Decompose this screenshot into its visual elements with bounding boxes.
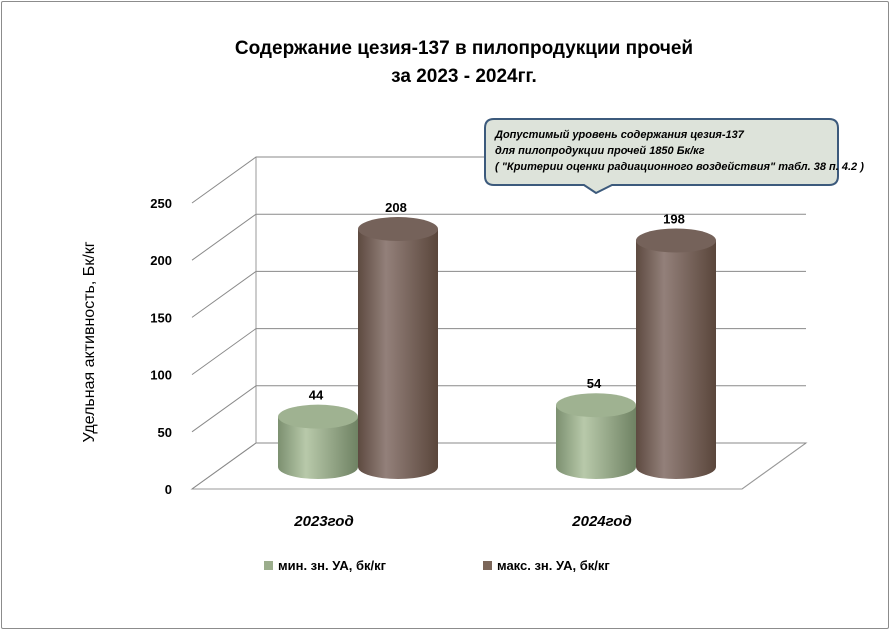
callout-line-1: Допустимый уровень содержания цезия-137 <box>494 129 745 141</box>
category-label: 2023год <box>293 513 353 530</box>
callout-line-2: для пилопродукции прочей 1850 Бк/кг <box>495 145 705 157</box>
y-tick-label: 50 <box>158 425 172 440</box>
bar-cylinder <box>278 404 358 479</box>
y-tick-label: 200 <box>150 253 172 268</box>
chart-title-line-1: Содержание цезия-137 в пилопродукции про… <box>235 38 693 59</box>
y-axis-ticks: 0 50 100 150 200 250 <box>150 196 172 497</box>
data-labels: 44 208 54 198 <box>309 200 685 403</box>
y-axis-label: Удельная активность, Бк/кг <box>81 241 98 442</box>
bars <box>278 217 716 479</box>
floor-right-edge <box>741 442 807 490</box>
bar-top <box>358 217 438 242</box>
bar-cylinder <box>556 393 636 479</box>
bar-top <box>556 393 636 418</box>
y-tick-label: 0 <box>165 482 172 497</box>
data-label: 198 <box>663 211 685 226</box>
gridline <box>191 328 806 376</box>
legend: мин. зн. УА, бк/кг макс. зн. УА, бк/кг <box>264 558 610 573</box>
bar-top <box>278 404 358 429</box>
y-tick-label: 100 <box>150 368 172 383</box>
data-label: 54 <box>587 376 602 391</box>
x-axis-categories: 2023год 2024год <box>293 513 631 530</box>
callout-line-3: ( "Критерии оценки радиационного воздейс… <box>495 161 864 173</box>
gridline <box>191 385 806 433</box>
bar-top <box>636 228 716 253</box>
data-label: 208 <box>385 200 407 215</box>
gridline <box>191 213 806 261</box>
annotation-callout: Допустимый уровень содержания цезия-137 … <box>484 118 864 195</box>
legend-label-min: мин. зн. УА, бк/кг <box>278 558 387 573</box>
bar-cylinder <box>358 217 438 479</box>
legend-label-max: макс. зн. УА, бк/кг <box>497 558 610 573</box>
y-tick-label: 250 <box>150 196 172 211</box>
y-tick-label: 150 <box>150 310 172 325</box>
category-label: 2024год <box>571 513 631 530</box>
data-label: 44 <box>309 388 324 403</box>
bar-body <box>556 405 636 479</box>
gridline <box>191 270 806 318</box>
bar-cylinder <box>636 228 716 479</box>
legend-swatch-max <box>483 561 492 570</box>
legend-swatch-min <box>264 561 273 570</box>
chart-title-line-2: за 2023 - 2024гг. <box>391 66 537 87</box>
bar-body <box>636 240 716 479</box>
callout-box <box>484 118 839 195</box>
bar-body <box>358 229 438 479</box>
bar-body <box>278 416 358 479</box>
